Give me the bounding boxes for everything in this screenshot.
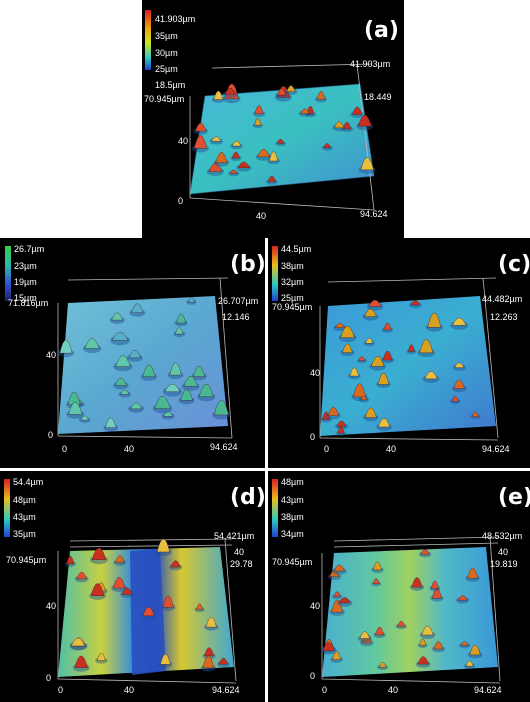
surface-plot-e [272,479,501,684]
x-axis-origin: 0 [324,444,330,454]
surface-plot-c [272,246,499,441]
colorbar-tick: 18.5µm [155,80,186,90]
origin-label: 0 [178,196,184,206]
z-axis-min: 12.146 [222,312,250,322]
colorbar-tick: 25µm [281,293,304,303]
y-axis-tick: 40 [178,136,189,146]
origin-label: 0 [310,432,316,442]
surface-plot-b [5,246,233,439]
z-axis-tick: 40 [498,547,509,557]
origin-label: 0 [48,430,54,440]
colorbar-tick: 38µm [281,261,304,271]
x-axis-tick: 40 [124,685,135,695]
y-axis-max: 70.945µm [6,555,47,565]
colorbar-tick: 19µm [14,277,37,287]
z-axis-max: 48.532µm [482,531,523,541]
colorbar-tick: 23µm [14,261,37,271]
y-axis-max: 70.945µm [272,557,313,567]
x-axis-max: 94.624 [360,209,388,219]
surface-plot-d [4,479,237,684]
panel-e: (e) 48µm 43µm 38µm 34µm 48.532µm 40 19.8… [268,471,530,702]
colorbar-tick: 54.4µm [13,477,44,487]
colorbar-tick: 41.903µm [155,14,196,24]
colorbar-tick: 48µm [281,477,304,487]
z-axis-min: 29.78 [230,559,253,569]
colorbar-tick: 26.7µm [14,244,45,254]
colorbar-tick: 43µm [13,512,36,522]
z-axis-min: 18.449 [364,92,392,102]
colorbar-tick: 25µm [155,64,178,74]
y-axis-max: 70.945µm [272,302,313,312]
panel-b: (b) 26.7µm 23µm 19µm 15µm 26.707µm 12.14… [0,238,265,468]
x-axis-origin: 0 [62,444,68,454]
colorbar-tick: 44.5µm [281,244,312,254]
colorbar-tick: 38µm [281,512,304,522]
panel-a: (a) 41.903µm 35µm 30µm 25µm 18.5µm 41.90… [142,0,404,238]
z-axis-min: 19.819 [490,559,518,569]
panel-c: (c) 44.5µm 38µm 32µm 25µm 44.482µm 12.26… [268,238,530,468]
colorbar-tick: 48µm [13,495,36,505]
y-axis-max: 71.816µm [8,298,49,308]
colorbar-tick: 15µm [14,293,37,303]
x-axis-max: 94.624 [474,685,502,695]
colorbar-tick: 30µm [155,48,178,58]
panel-d: (d) 54.4µm 48µm 43µm 35µm 54.421µm 40 29… [0,471,265,702]
colorbar-tick: 34µm [281,529,304,539]
z-axis-max: 26.707µm [218,296,259,306]
x-axis-max: 94.624 [212,685,240,695]
z-axis-tick: 40 [234,547,245,557]
colorbar-tick: 43µm [281,495,304,505]
x-axis-tick: 40 [388,685,399,695]
colorbar-tick: 32µm [281,277,304,287]
z-axis-min: 12.263 [490,312,518,322]
surface-plot-a [145,10,376,211]
y-axis-tick: 40 [310,368,321,378]
origin-label: 0 [46,673,52,683]
z-axis-max: 54.421µm [214,531,255,541]
x-axis-tick: 40 [256,211,267,221]
panel-label: (b) [230,252,265,277]
x-axis-tick: 40 [124,444,135,454]
x-axis-max: 94.624 [210,442,238,452]
z-axis-max: 41.903µm [350,59,391,69]
y-axis-tick: 40 [46,350,57,360]
x-axis-origin: 0 [58,685,64,695]
y-axis-tick: 40 [310,601,321,611]
colorbar-tick: 35µm [155,31,178,41]
x-axis-tick: 40 [386,444,397,454]
y-axis-tick: 40 [46,601,57,611]
panel-label: (a) [364,18,399,43]
x-axis-origin: 0 [322,685,328,695]
z-axis-max: 44.482µm [482,294,523,304]
origin-label: 0 [310,671,316,681]
panel-label: (d) [230,485,265,510]
panel-label: (c) [498,252,530,277]
y-axis-max: 70.945µm [144,94,185,104]
panel-label: (e) [498,485,530,510]
colorbar-tick: 35µm [13,529,36,539]
x-axis-max: 94.624 [482,444,510,454]
